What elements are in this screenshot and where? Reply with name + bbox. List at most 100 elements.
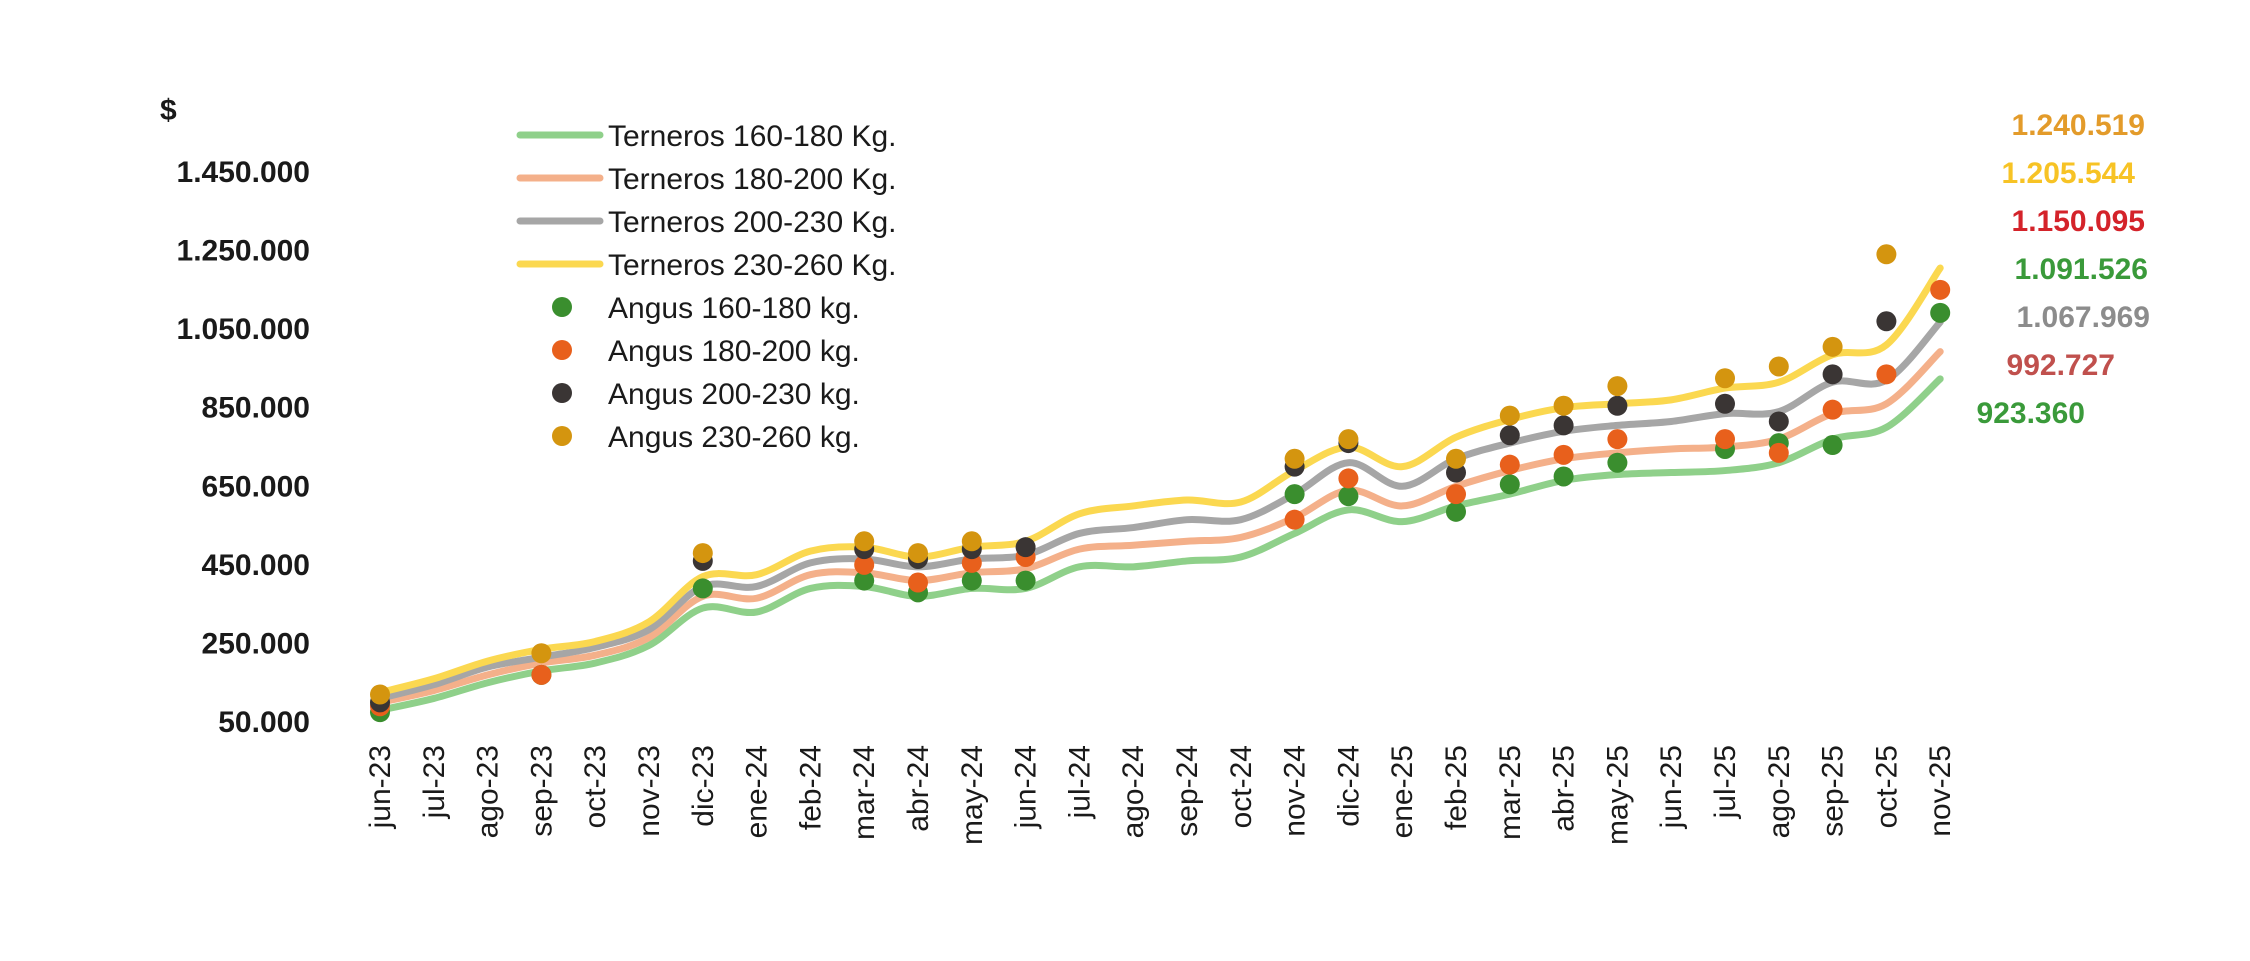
data-point-6	[1607, 395, 1628, 416]
data-point-7	[1284, 448, 1305, 469]
data-point-5	[1768, 442, 1789, 463]
data-point-5	[1284, 509, 1305, 530]
y-axis-title: $	[160, 94, 177, 127]
x-tick-label: oct-23	[579, 745, 612, 828]
x-tick-label: nov-23	[633, 745, 666, 837]
legend-swatch-dot	[552, 383, 572, 403]
data-point-7	[1607, 376, 1628, 397]
y-tick-label: 1.050.000	[177, 313, 310, 346]
data-point-4	[1499, 474, 1520, 495]
data-point-5	[1607, 429, 1628, 450]
x-tick-label: may-25	[1601, 745, 1634, 845]
end-value-label: 1.091.526	[2015, 253, 2148, 286]
x-tick-label: ago-25	[1763, 745, 1796, 838]
x-tick-label: jul-24	[1063, 745, 1096, 819]
data-point-7	[854, 531, 875, 552]
data-point-5	[1876, 364, 1897, 385]
data-point-7	[370, 684, 390, 705]
legend-label: Terneros 200-230 Kg.	[608, 206, 897, 239]
data-point-5	[1499, 454, 1520, 475]
end-value-label: 1.150.095	[2012, 205, 2145, 238]
legend-label: Angus 230-260 kg.	[608, 421, 860, 454]
data-point-6	[1446, 462, 1466, 483]
data-point-5	[1822, 399, 1843, 420]
x-tick-label: ago-24	[1117, 745, 1150, 838]
x-axis-ticks: jun-23 jul-23 ago-23 sep-23 oct-23 nov-23 dic-…	[364, 745, 1957, 845]
x-tick-label: abr-25	[1548, 745, 1581, 832]
end-value-label: 923.360	[1977, 397, 2085, 430]
x-tick-label: mar-24	[848, 745, 881, 840]
legend-label: Angus 200-230 kg.	[608, 378, 860, 411]
data-point-7	[531, 643, 552, 664]
data-point-7	[1715, 368, 1735, 389]
x-tick-label: oct-25	[1870, 745, 1903, 828]
data-point-4	[1284, 484, 1305, 505]
x-tick-label: jun-24	[1010, 745, 1043, 829]
data-point-7	[1338, 429, 1359, 450]
x-tick-label: jul-25	[1709, 745, 1742, 819]
data-point-7	[1553, 395, 1574, 416]
data-point-4	[961, 570, 982, 591]
x-tick-label: ene-24	[741, 745, 774, 838]
x-tick-label: dic-23	[687, 745, 720, 827]
data-point-5	[854, 554, 875, 575]
data-point-7	[692, 543, 713, 564]
x-tick-label: feb-25	[1440, 745, 1473, 830]
data-point-5	[1715, 429, 1735, 450]
x-tick-label: sep-24	[1171, 745, 1204, 837]
data-point-6	[1876, 311, 1897, 332]
end-value-label: 1.240.519	[2012, 109, 2145, 142]
data-point-7	[908, 543, 928, 564]
data-point-6	[1715, 393, 1735, 414]
x-tick-label: nov-24	[1279, 745, 1312, 837]
data-point-7	[961, 531, 982, 552]
end-value-label: 1.067.969	[2017, 301, 2150, 334]
data-point-4	[1446, 501, 1466, 522]
y-tick-label: 850.000	[202, 392, 310, 425]
x-tick-label: dic-24	[1332, 745, 1365, 827]
data-point-5	[1446, 484, 1466, 505]
end-value-label: 1.205.544	[2002, 157, 2136, 190]
x-tick-label: nov-25	[1924, 745, 1957, 837]
data-point-4	[1553, 466, 1574, 487]
data-point-5	[908, 572, 928, 593]
series-line-0	[376, 375, 1944, 714]
data-point-5	[1338, 468, 1359, 489]
legend: Terneros 160-180 Kg. Terneros 180-200 Kg.…	[516, 120, 897, 454]
data-point-5	[531, 664, 552, 685]
y-tick-label: 50.000	[218, 706, 310, 739]
x-tick-label: jun-25	[1655, 745, 1688, 829]
legend-label: Terneros 160-180 Kg.	[608, 120, 897, 153]
series-line-3	[376, 264, 1944, 697]
data-point-4	[854, 570, 875, 591]
data-point-4	[692, 578, 713, 599]
x-tick-label: mar-25	[1494, 745, 1527, 840]
series-dots	[370, 244, 1951, 723]
x-tick-label: jul-23	[418, 745, 451, 819]
data-point-7	[1446, 448, 1466, 469]
data-point-7	[1499, 405, 1520, 426]
x-tick-label: ago-23	[472, 745, 505, 838]
data-point-5	[961, 552, 982, 573]
y-tick-label: 250.000	[202, 627, 310, 660]
legend-swatch-dot	[552, 340, 572, 360]
y-tick-label: 1.450.000	[177, 156, 310, 189]
data-point-4	[1930, 302, 1951, 323]
data-point-7	[1768, 356, 1789, 377]
legend-swatch-dot	[552, 297, 572, 317]
data-point-6	[1499, 425, 1520, 446]
x-tick-label: sep-23	[525, 745, 558, 837]
y-axis-ticks: 1.450.000 1.250.000 1.050.000 850.000 650.00…	[177, 156, 310, 739]
y-tick-label: 450.000	[202, 549, 310, 582]
legend-swatch-dot	[552, 426, 572, 446]
end-value-labels: 1.240.519 1.205.544 1.150.095 1.091.526 1.06…	[1977, 109, 2150, 430]
data-point-5	[1553, 444, 1574, 465]
x-tick-label: abr-24	[902, 745, 935, 832]
x-tick-label: oct-24	[1225, 745, 1258, 828]
x-tick-label: ene-25	[1386, 745, 1419, 838]
series-lines	[376, 264, 1944, 714]
series-line-2	[376, 318, 1944, 702]
data-point-6	[1553, 415, 1574, 436]
end-value-label: 992.727	[2007, 349, 2115, 382]
